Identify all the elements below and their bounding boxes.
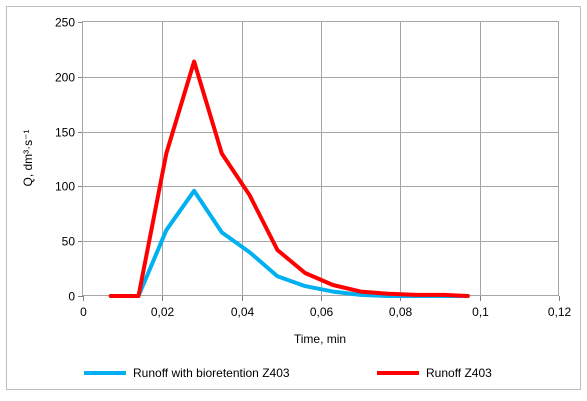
x-tick-label: 0,1 (472, 305, 489, 319)
y-axis-label: Q, dm³·s⁻¹ (21, 130, 35, 187)
legend-label: Runoff Z403 (426, 366, 492, 380)
chart-area-border (6, 6, 581, 390)
tick-labels: 0 50 100 150 200 250 0 0,02 0,04 0,06 0,08 0,1 0,12 (55, 16, 572, 320)
y-tick-label: 200 (55, 71, 75, 85)
x-tick-label: 0,02 (151, 305, 175, 319)
y-tick-label: 150 (55, 126, 75, 140)
y-tick-label: 50 (62, 235, 76, 249)
x-tick-label: 0,12 (548, 305, 572, 319)
y-tick-label: 0 (68, 290, 75, 304)
series-line-2 (108, 59, 470, 298)
x-axis-label: Time, min (294, 332, 346, 346)
plot-area-border (82, 21, 559, 296)
y-tick-label: 100 (55, 180, 75, 194)
y-tick-label: 250 (55, 16, 75, 30)
x-tick-label: 0 (80, 305, 87, 319)
legend: Runoff with bioretention Z403 Runoff Z403 (84, 366, 492, 380)
x-tick-label: 0,04 (231, 305, 255, 319)
x-tick-label: 0,08 (389, 305, 413, 319)
x-tick-label: 0,06 (310, 305, 334, 319)
legend-label: Runoff with bioretention Z403 (133, 366, 290, 380)
series-lines (108, 59, 470, 298)
